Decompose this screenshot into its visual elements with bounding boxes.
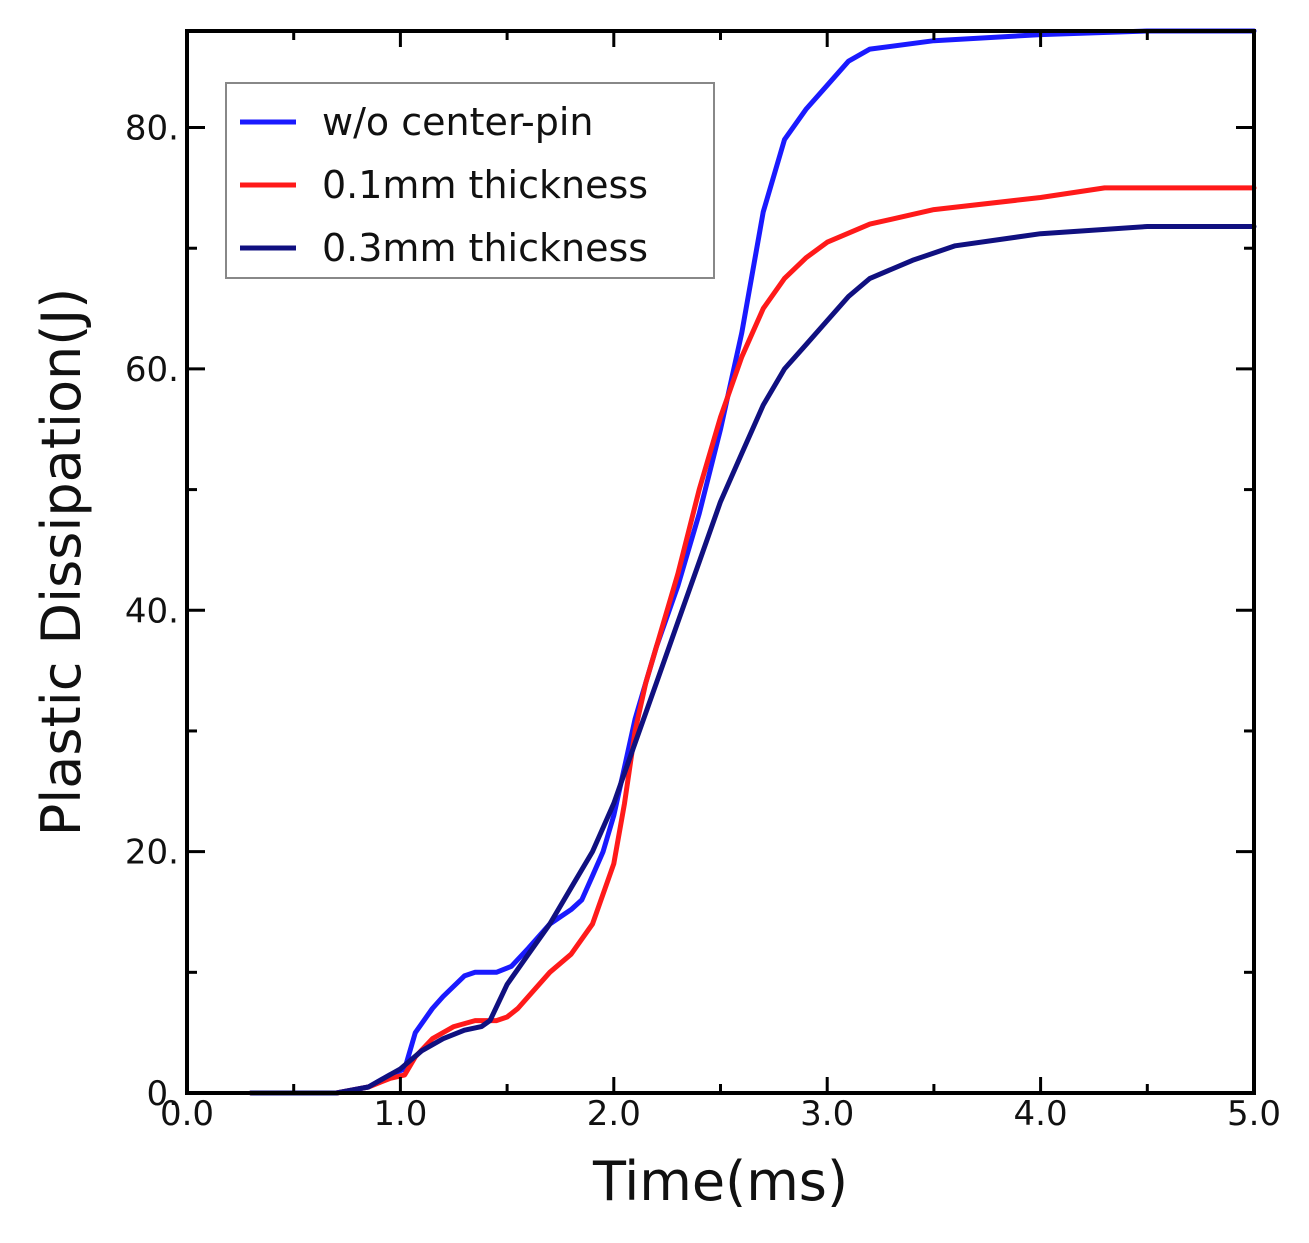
x-tick-label: 5.0: [1227, 1094, 1281, 1134]
x-tick-label: 4.0: [1014, 1094, 1068, 1134]
legend-label-2: 0.1mm thickness: [322, 163, 648, 207]
legend-label-1: w/o center-pin: [322, 100, 594, 144]
legend-label-3: 0.3mm thickness: [322, 226, 648, 270]
x-tick-label: 1.0: [373, 1094, 427, 1134]
series-line-3: [248, 224, 1257, 1096]
y-axis-title: Plastic Dissipation(J): [30, 288, 93, 837]
x-tick-label: 0.0: [160, 1094, 214, 1134]
x-axis-title: Time(ms): [592, 1150, 848, 1213]
y-tick-label: 20.: [125, 833, 179, 873]
series-line-2: [248, 185, 1257, 1096]
legend: w/o center-pin 0.1mm thickness 0.3mm thick…: [225, 82, 715, 279]
y-tick-label: 80.: [125, 109, 179, 149]
y-tick-label: 60.: [125, 350, 179, 390]
series-line-1: [248, 28, 1257, 1096]
x-tick-label: 3.0: [800, 1094, 854, 1134]
x-tick-label: 2.0: [587, 1094, 641, 1134]
legend-box: [225, 82, 715, 279]
y-tick-label: 40.: [125, 591, 179, 631]
y-tick-label: 0.: [147, 1074, 179, 1114]
